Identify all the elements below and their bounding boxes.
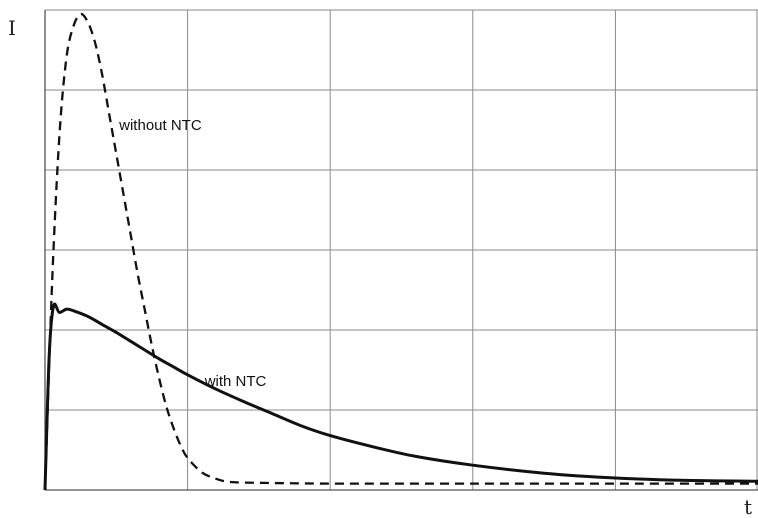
grid-lines [44,9,758,491]
series-line-without-ntc [43,12,758,491]
annotation-layer: without NTC with NTC [118,117,266,390]
series-layer [43,12,758,491]
series-line-with-ntc [43,302,758,491]
y-axis-label: I [8,16,16,40]
annotation-with-ntc: with NTC [204,373,267,390]
label-layer: I t [8,16,752,518]
x-axis-label: t [744,495,752,518]
annotation-without-ntc: without NTC [118,117,202,134]
